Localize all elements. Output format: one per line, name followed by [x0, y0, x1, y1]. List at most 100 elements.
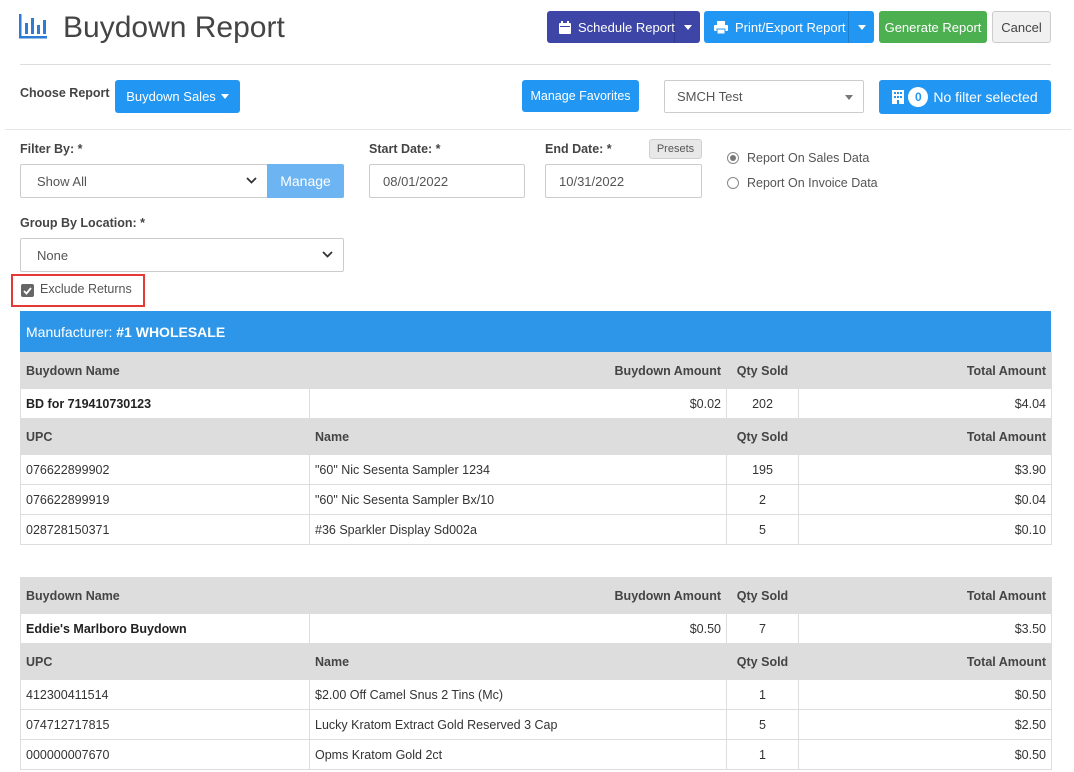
total-cell: $0.10 — [798, 514, 1052, 545]
buydown-total: $3.50 — [798, 613, 1052, 644]
name-cell: "60" Nic Sesenta Sampler Bx/10 — [309, 484, 727, 515]
total-cell: $3.90 — [798, 454, 1052, 485]
header-qty-sold: Qty Sold — [726, 643, 799, 680]
buydown-row: BD for 719410730123 $0.02 202 $4.04 — [20, 388, 1052, 419]
header-buydown-amount: Buydown Amount — [309, 577, 727, 614]
group-by-select[interactable]: None — [20, 238, 344, 272]
name-cell: $2.00 Off Camel Snus 2 Tins (Mc) — [309, 679, 727, 710]
chevron-down-icon — [246, 177, 257, 184]
qty-cell: 5 — [726, 514, 799, 545]
manage-filter-label: Manage — [280, 173, 331, 189]
buydown-amount: $0.02 — [309, 388, 727, 419]
radio-invoice-data[interactable]: Report On Invoice Data — [727, 176, 878, 190]
buydown-total: $4.04 — [798, 388, 1052, 419]
header-qty-sold: Qty Sold — [726, 418, 799, 455]
chevron-down-icon — [322, 251, 333, 258]
store-select[interactable]: SMCH Test — [664, 80, 864, 113]
print-dropdown-toggle[interactable] — [848, 11, 874, 43]
radio-sales-label: Report On Sales Data — [747, 151, 870, 165]
chevron-down-icon — [857, 24, 866, 30]
buydown-qty: 202 — [726, 388, 799, 419]
filter-count-badge: 0 — [908, 87, 929, 107]
table-row: 028728150371 #36 Sparkler Display Sd002a… — [20, 514, 1052, 545]
buydown-qty: 7 — [726, 613, 799, 644]
name-cell: "60" Nic Sesenta Sampler 1234 — [309, 454, 727, 485]
buydown-header-row: Buydown Name Buydown Amount Qty Sold Tot… — [20, 352, 1052, 389]
header-buydown-name: Buydown Name — [20, 352, 310, 389]
header-total-amount: Total Amount — [798, 352, 1052, 389]
filter-by-label: Filter By: * — [20, 142, 83, 156]
table-row: 000000007670 Opms Kratom Gold 2ct 1 $0.5… — [20, 739, 1052, 770]
exclude-returns-highlight — [11, 274, 145, 307]
header-name: Name — [309, 418, 727, 455]
buydown-table-1: Buydown Name Buydown Amount Qty Sold Tot… — [20, 352, 1052, 545]
manage-favorites-button[interactable]: Manage Favorites — [522, 80, 639, 112]
radio-invoice-button[interactable] — [727, 177, 739, 189]
header-divider — [20, 64, 1051, 65]
print-export-button[interactable]: Print/Export Report — [704, 11, 874, 43]
total-cell: $0.50 — [798, 679, 1052, 710]
exclude-returns-label: Exclude Returns — [40, 282, 132, 296]
manage-filter-button[interactable]: Manage — [267, 164, 344, 198]
radio-invoice-label: Report On Invoice Data — [747, 176, 878, 190]
radio-sales-data[interactable]: Report On Sales Data — [727, 151, 869, 165]
manufacturer-header: Manufacturer: #1 WHOLESALE — [20, 311, 1051, 352]
exclude-returns-checkbox[interactable] — [21, 284, 34, 297]
header-qty-sold: Qty Sold — [726, 352, 799, 389]
end-date-input[interactable]: 10/31/2022 — [545, 164, 702, 198]
group-by-value: None — [37, 247, 69, 263]
start-date-label: Start Date: * — [369, 142, 441, 156]
radio-sales-button[interactable] — [727, 152, 739, 164]
upc-cell: 074712717815 — [20, 709, 310, 740]
header-total-amount: Total Amount — [798, 643, 1052, 680]
building-icon — [892, 90, 905, 104]
upc-cell: 000000007670 — [20, 739, 310, 770]
buydown-header-row: Buydown Name Buydown Amount Qty Sold Tot… — [20, 577, 1052, 614]
table-row: 074712717815 Lucky Kratom Extract Gold R… — [20, 709, 1052, 740]
print-export-label: Print/Export Report — [735, 19, 846, 35]
name-cell: #36 Sparkler Display Sd002a — [309, 514, 727, 545]
header-buydown-amount: Buydown Amount — [309, 352, 727, 389]
table-row: 076622899902 "60" Nic Sesenta Sampler 12… — [20, 454, 1052, 485]
header-total-amount: Total Amount — [798, 577, 1052, 614]
buydown-row: Eddie's Marlboro Buydown $0.50 7 $3.50 — [20, 613, 1052, 644]
qty-cell: 1 — [726, 679, 799, 710]
qty-cell: 5 — [726, 709, 799, 740]
presets-label: Presets — [656, 143, 695, 155]
group-by-label: Group By Location: * — [20, 216, 145, 230]
header-total-amount: Total Amount — [798, 418, 1052, 455]
table-row: 076622899919 "60" Nic Sesenta Sampler Bx… — [20, 484, 1052, 515]
total-cell: $2.50 — [798, 709, 1052, 740]
header-buydown-name: Buydown Name — [20, 577, 310, 614]
upc-cell: 076622899902 — [20, 454, 310, 485]
total-cell: $0.04 — [798, 484, 1052, 515]
filter-by-value: Show All — [37, 173, 87, 189]
buydown-name: Eddie's Marlboro Buydown — [20, 613, 310, 644]
upc-cell: 028728150371 — [20, 514, 310, 545]
start-date-value: 08/01/2022 — [383, 173, 449, 189]
choose-report-label: Choose Report — [20, 86, 110, 100]
generate-report-button[interactable]: Generate Report — [879, 11, 987, 43]
chevron-down-icon — [220, 94, 229, 99]
qty-cell: 2 — [726, 484, 799, 515]
upc-header-row: UPC Name Qty Sold Total Amount — [20, 418, 1052, 455]
start-date-input[interactable]: 08/01/2022 — [369, 164, 525, 198]
schedule-dropdown-toggle[interactable] — [674, 11, 700, 43]
schedule-report-label: Schedule Report — [578, 19, 675, 35]
chevron-down-icon — [683, 24, 692, 30]
store-select-value: SMCH Test — [677, 89, 743, 104]
calendar-icon — [559, 20, 571, 34]
report-type-dropdown[interactable]: Buydown Sales — [115, 80, 240, 113]
printer-icon — [714, 20, 728, 34]
upc-cell: 076622899919 — [20, 484, 310, 515]
filter-by-select[interactable]: Show All — [20, 164, 268, 198]
cancel-button[interactable]: Cancel — [992, 11, 1051, 43]
filter-selector-button[interactable]: 0 No filter selected — [879, 80, 1051, 114]
upc-cell: 412300411514 — [20, 679, 310, 710]
bar-chart-icon — [19, 14, 47, 39]
presets-button[interactable]: Presets — [649, 139, 702, 159]
schedule-report-button[interactable]: Schedule Report — [547, 11, 700, 43]
header-upc: UPC — [20, 643, 310, 680]
report-type-label: Buydown Sales — [126, 89, 216, 104]
checkmark-icon — [23, 286, 32, 295]
